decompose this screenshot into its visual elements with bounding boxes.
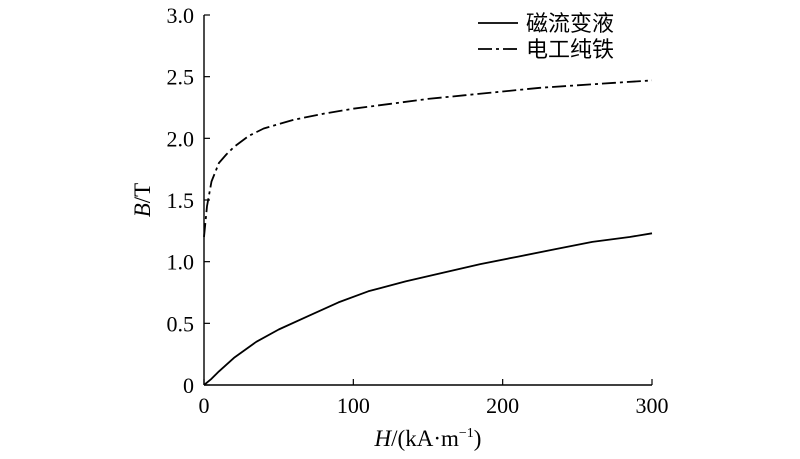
- x-axis-label-symbol: H: [374, 426, 393, 451]
- y-tick-label: 0: [183, 373, 194, 398]
- legend-label-2: 电工纯铁: [526, 38, 614, 63]
- series-line-2: [203, 79, 653, 238]
- x-axis-label-unit: /(kA·m: [391, 426, 459, 451]
- series-line-1: [203, 232, 653, 386]
- y-axis-label-symbol: B: [130, 203, 155, 217]
- x-axis-label-exponent: −1: [459, 426, 474, 441]
- x-tick-label: 100: [337, 393, 370, 418]
- y-tick-label: 1.0: [167, 250, 195, 275]
- x-axis-label: H/(kA·m−1): [374, 426, 482, 451]
- x-tick-label: 300: [636, 393, 669, 418]
- y-tick-label: 2.0: [167, 126, 195, 151]
- y-tick-label: 0.5: [167, 311, 195, 336]
- y-tick-label: 3.0: [167, 3, 195, 28]
- x-axis-label-close: ): [474, 426, 482, 451]
- y-tick-label: 2.5: [167, 65, 195, 90]
- series-layer: [203, 79, 653, 386]
- legend-label-1: 磁流变液: [526, 12, 614, 37]
- axis-labels: H/(kA·m−1) B/T: [130, 183, 481, 451]
- axes: 0 0.5 1.0 1.5 2.0 2.5 3.0 0 100 200 300: [167, 3, 669, 418]
- y-axis-label-unit: /T: [130, 183, 155, 203]
- x-tick-label: 0: [199, 393, 210, 418]
- y-axis-label: B/T: [130, 183, 155, 218]
- x-tick-label: 200: [486, 393, 519, 418]
- y-tick-label: 1.5: [167, 188, 195, 213]
